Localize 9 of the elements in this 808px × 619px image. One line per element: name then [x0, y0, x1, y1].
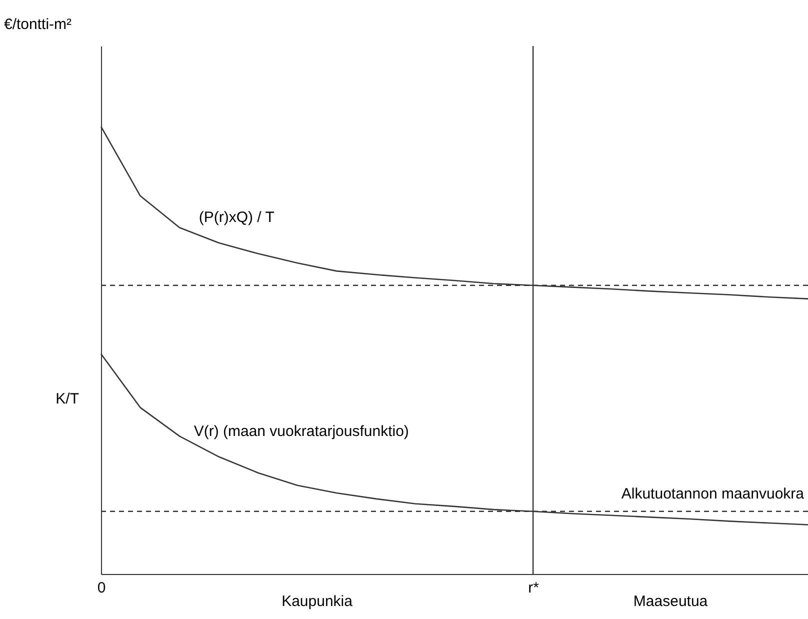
series-label: V(r) (maan vuokratarjousfunktio) [194, 422, 409, 440]
series-label: (P(r)xQ) / T [198, 208, 274, 226]
text: Kaupunkia [282, 593, 354, 610]
x-tick-label: r* [528, 580, 540, 596]
text: K/T [56, 390, 79, 408]
ref-line-label: Alkutuotannon maanvuokra [621, 485, 805, 502]
x-tick-label: 0 [97, 580, 106, 596]
text: Maaseutua [633, 593, 708, 610]
text: €/tontti-m² [4, 16, 72, 33]
